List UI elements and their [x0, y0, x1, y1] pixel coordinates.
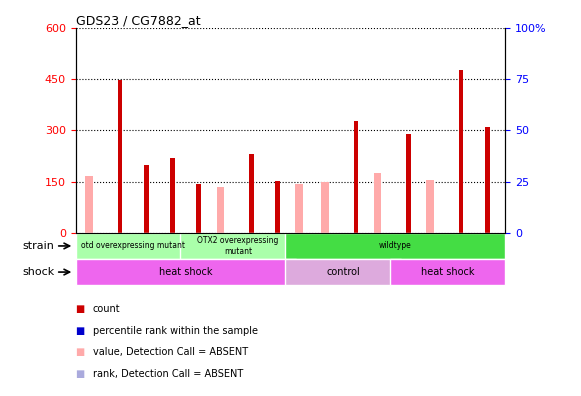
Bar	[275, 181, 280, 233]
Bar	[249, 154, 253, 233]
Bar	[285, 259, 401, 285]
Text: percentile rank within the sample: percentile rank within the sample	[93, 326, 258, 336]
Bar	[374, 173, 381, 233]
Text: count: count	[93, 304, 121, 314]
Text: shock: shock	[22, 267, 55, 277]
Text: ■: ■	[76, 347, 85, 358]
Bar	[76, 259, 296, 285]
Bar	[285, 233, 505, 259]
Bar	[390, 259, 505, 285]
Bar	[144, 164, 149, 233]
Text: ■: ■	[76, 326, 85, 336]
Text: strain: strain	[23, 241, 55, 251]
Bar	[295, 184, 303, 233]
Text: heat shock: heat shock	[159, 267, 213, 277]
Bar	[118, 80, 123, 233]
Bar	[196, 184, 201, 233]
Bar	[217, 187, 224, 233]
Bar	[406, 134, 411, 233]
Bar	[354, 121, 358, 233]
Text: control: control	[326, 267, 360, 277]
Text: rank, Detection Call = ABSENT: rank, Detection Call = ABSENT	[93, 369, 243, 379]
Bar	[458, 70, 463, 233]
Bar	[426, 180, 433, 233]
Text: OTX2 overexpressing
mutant: OTX2 overexpressing mutant	[198, 236, 279, 256]
Text: value, Detection Call = ABSENT: value, Detection Call = ABSENT	[93, 347, 248, 358]
Bar	[321, 182, 329, 233]
Bar	[170, 158, 175, 233]
Text: GDS23 / CG7882_at: GDS23 / CG7882_at	[76, 13, 200, 27]
Bar	[485, 127, 490, 233]
Text: otd overexpressing mutant: otd overexpressing mutant	[81, 242, 185, 250]
Text: ■: ■	[76, 369, 85, 379]
Bar	[85, 177, 93, 233]
Text: wildtype: wildtype	[379, 242, 412, 250]
Text: heat shock: heat shock	[421, 267, 475, 277]
Bar	[180, 233, 296, 259]
Text: ■: ■	[76, 304, 85, 314]
Bar	[76, 233, 191, 259]
